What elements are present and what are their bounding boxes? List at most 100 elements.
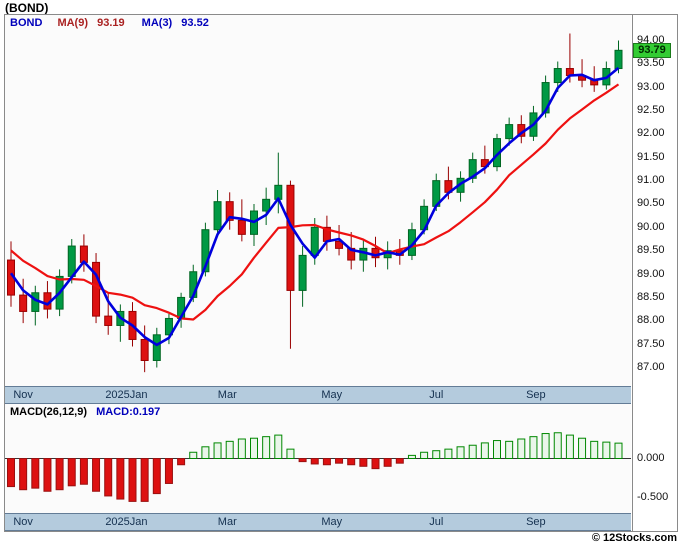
candle-body <box>286 184 295 291</box>
macd-legend-value: MACD:0.197 <box>96 406 161 418</box>
macd-chart <box>5 432 631 502</box>
macd-bar-positive <box>444 448 453 459</box>
macd-bar-negative <box>298 458 307 463</box>
macd-bar-positive <box>590 440 599 459</box>
candle-body <box>541 82 550 114</box>
candle-body <box>140 338 149 361</box>
macd-bar-negative <box>383 458 392 467</box>
price-y-tick: 89.00 <box>637 267 665 280</box>
candle-body <box>92 261 101 317</box>
x-axis-macd: Nov 2025Jan Mar May Jul Sep <box>5 513 631 531</box>
macd-bar-negative <box>19 458 28 491</box>
macd-bar-positive <box>420 451 429 459</box>
macd-bar-positive <box>468 444 477 460</box>
price-y-tick: 88.00 <box>637 314 665 327</box>
legend-symbol: BOND <box>10 17 43 29</box>
candle-body <box>298 254 307 291</box>
macd-bar-positive <box>407 454 416 460</box>
price-y-tick: 88.50 <box>637 290 665 303</box>
macd-bar-negative <box>371 458 380 470</box>
macd-bar-positive <box>614 442 623 459</box>
macd-bar-negative <box>104 458 113 497</box>
candle-up <box>152 327 161 368</box>
x-tick-label: 2025Jan <box>105 516 148 528</box>
legend-ma9-value: 93.19 <box>97 17 125 29</box>
candle-down <box>140 325 149 373</box>
macd-bar-negative <box>164 458 173 484</box>
candle-down <box>517 115 526 144</box>
x-tick-label: Mar <box>217 516 237 528</box>
macd-legend: MACD(26,12,9) MACD:0.197 <box>10 406 160 418</box>
macd-bar-negative <box>347 458 356 466</box>
legend-ma9-label: MA(9) <box>57 17 89 29</box>
candle-body <box>152 334 161 361</box>
price-y-tick: 93.50 <box>637 57 665 70</box>
candle-up <box>359 239 368 272</box>
macd-bar-negative <box>92 458 101 492</box>
page-title: (BOND) <box>5 1 49 15</box>
x-tick-label: Sep <box>526 389 546 401</box>
price-y-tick: 92.50 <box>637 104 665 117</box>
candle-body <box>237 219 246 235</box>
macd-bar-positive <box>201 446 210 459</box>
macd-bar-negative <box>310 458 319 465</box>
macd-bar-negative <box>177 458 186 466</box>
macd-bar-positive <box>480 442 489 460</box>
candle-down <box>43 281 52 319</box>
candle-down <box>225 192 234 230</box>
x-axis-price: Nov 2025Jan Mar May Jul Sep <box>5 386 631 404</box>
price-y-tick: 93.00 <box>637 80 665 93</box>
candle-up <box>116 304 125 342</box>
macd-bar-positive <box>432 450 441 460</box>
price-y-tick: 91.50 <box>637 150 665 163</box>
price-y-tick: 87.50 <box>637 337 665 350</box>
macd-bar-positive <box>553 432 562 459</box>
candle-up <box>505 117 514 146</box>
price-y-tick: 92.00 <box>637 127 665 140</box>
candle-body <box>104 315 113 326</box>
macd-bar-positive <box>505 440 514 459</box>
candle-body <box>468 159 477 179</box>
price-pane: BOND MA(9) 93.19 MA(3) 93.52 <box>5 15 631 386</box>
macd-y-tick: 0.000 <box>637 452 665 464</box>
macd-histogram <box>7 432 623 502</box>
copyright: © 12Stocks.com <box>591 532 677 544</box>
macd-bar-negative <box>359 458 368 467</box>
candle-body <box>164 317 173 336</box>
candle-body <box>201 229 210 273</box>
y-axis-column: 94.00 93.50 93.00 92.50 92.00 91.50 91.00 90.50… <box>632 15 677 531</box>
x-tick-label: May <box>321 389 343 401</box>
macd-bar-positive <box>456 446 465 459</box>
candle-body <box>225 201 234 221</box>
ma3-line <box>9 66 620 347</box>
macd-bar-positive <box>274 434 283 459</box>
candle-body <box>371 247 380 259</box>
macd-bar-negative <box>128 458 137 502</box>
x-tick-label: Nov <box>13 389 33 401</box>
macd-bar-negative <box>79 458 88 485</box>
x-tick-label: Jul <box>429 516 444 528</box>
x-tick-label: Mar <box>217 389 237 401</box>
candle-up <box>213 189 222 235</box>
price-chart <box>7 33 623 373</box>
x-tick-label: May <box>321 516 343 528</box>
macd-bar-negative <box>152 458 161 495</box>
candle-up <box>298 246 307 307</box>
legend-ma3-label: MA(3) <box>141 17 173 29</box>
candle-up <box>383 241 392 270</box>
candle-up <box>262 187 271 226</box>
candle-body <box>19 294 28 312</box>
candle-body <box>505 124 514 140</box>
candle-body <box>553 68 562 84</box>
macd-bar-positive <box>565 434 574 459</box>
candle-up <box>31 285 40 326</box>
macd-bar-negative <box>395 458 404 464</box>
candle-down <box>92 253 101 324</box>
macd-bar-positive <box>602 441 611 459</box>
candle-body <box>79 245 88 263</box>
candle-down <box>578 59 587 88</box>
macd-bar-negative <box>140 458 149 502</box>
candle-body <box>614 49 623 70</box>
candle-body <box>310 226 319 256</box>
